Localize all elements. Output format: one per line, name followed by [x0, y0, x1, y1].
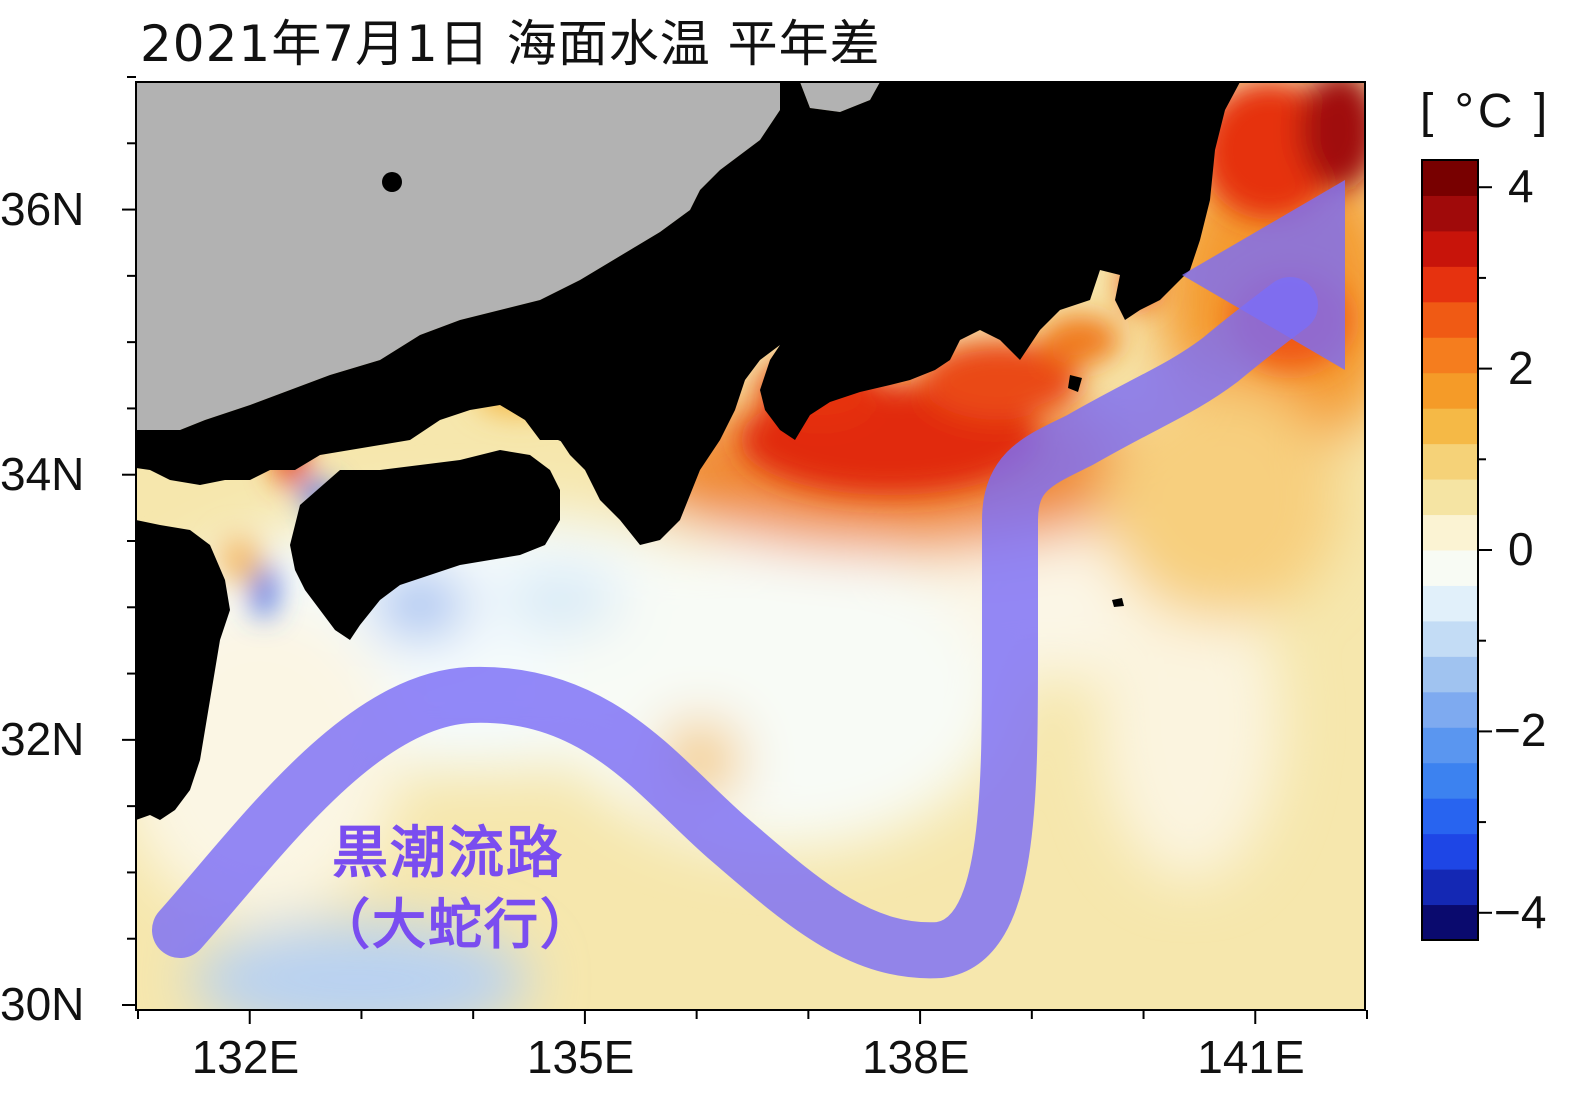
colorbar-band	[1422, 585, 1478, 622]
colorbar-band	[1422, 833, 1478, 870]
colorbar-tick-label: 0	[1508, 523, 1534, 575]
colorbar-tick-label: 2	[1508, 341, 1534, 394]
colorbar-band	[1422, 514, 1478, 551]
continent-land	[136, 82, 880, 430]
colorbar-band	[1422, 798, 1478, 835]
lat-tick-label: 30N	[0, 978, 85, 1030]
colorbar-band	[1422, 301, 1478, 338]
colorbar-band	[1422, 869, 1478, 906]
colorbar	[1421, 159, 1492, 941]
colorbar-band	[1422, 620, 1478, 657]
colorbar-band	[1422, 691, 1478, 728]
colorbar-tick-label: 4	[1508, 160, 1534, 213]
colorbar-band	[1422, 656, 1478, 693]
colorbar-band	[1422, 266, 1478, 303]
colorbar-band	[1422, 727, 1478, 764]
lon-tick-label: 141E	[1197, 1031, 1305, 1083]
colorbar-unit: [ °C ]	[1420, 85, 1552, 138]
lon-tick-label: 135E	[526, 1031, 635, 1083]
colorbar-band	[1422, 408, 1478, 445]
kuroshio-sublabel: （大蛇行）	[316, 893, 596, 956]
colorbar-band	[1422, 904, 1478, 941]
colorbar-band	[1422, 337, 1478, 374]
colorbar-band	[1422, 372, 1478, 409]
colorbar-band	[1422, 230, 1478, 267]
lon-tick-label: 132E	[191, 1031, 300, 1083]
kuroshio-path	[152, 180, 1345, 979]
kuroshio-label: 黒潮流路	[332, 821, 564, 886]
colorbar-band	[1422, 550, 1478, 586]
lat-tick-label: 34N	[0, 447, 85, 500]
colorbar-band	[1422, 762, 1478, 799]
lat-tick-label: 32N	[0, 712, 85, 765]
map-title: 2021年7月1日 海面水温 平年差	[140, 15, 881, 73]
colorbar-tick-label: −4	[1494, 885, 1547, 938]
lat-tick-label: 36N	[0, 182, 85, 235]
colorbar-band	[1422, 160, 1478, 196]
colorbar-tick-label: −2	[1494, 704, 1547, 757]
axis-ticks	[122, 76, 1368, 1024]
map-frame	[135, 81, 1366, 1011]
colorbar-band	[1422, 479, 1478, 516]
colorbar-band	[1422, 195, 1478, 232]
kuroshio-arrowhead	[1182, 180, 1345, 370]
lon-tick-label: 138E	[862, 1031, 970, 1083]
japan-land	[136, 82, 1240, 820]
colorbar-band	[1422, 443, 1478, 480]
